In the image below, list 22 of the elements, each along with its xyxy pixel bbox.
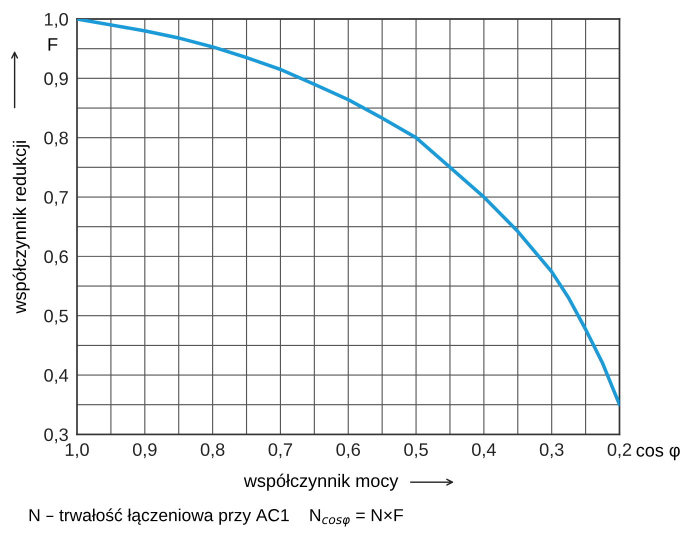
text: N – trwałość łączeniowa przy AC1 N$_{cosφ}$ = N×F xyxy=(30,508,403,527)
x-tick-label: 0,3 xyxy=(540,443,564,458)
y-axis-title: współczynnik redukcji xyxy=(12,141,30,314)
x-tick-label: 0,4 xyxy=(472,443,496,458)
x-tick-label: 1,0 xyxy=(66,443,89,458)
y-tick-label: 0,7 xyxy=(44,190,68,206)
x-tick-label: 0,2 xyxy=(608,443,632,458)
y-tick-label: 0,5 xyxy=(44,310,68,325)
x-tick-label: 0,6 xyxy=(336,443,360,458)
y-tick-label: 0,6 xyxy=(44,250,68,266)
x-tick-label: 0,7 xyxy=(268,443,292,458)
x-tick-label: 0,9 xyxy=(132,443,157,458)
y-tick-label: 0,8 xyxy=(44,132,68,147)
x-tick-label: 0,5 xyxy=(404,443,428,458)
x-tick-label: 0,8 xyxy=(200,443,224,458)
y-tick-label: 0,9 xyxy=(44,72,68,88)
text: cos φ xyxy=(636,446,680,460)
y-tick-label: 0,4 xyxy=(44,368,68,384)
text: F xyxy=(48,38,58,51)
x-axis-title: współczynnik mocy xyxy=(244,474,398,491)
y-tick-label: 1,0 xyxy=(44,12,68,28)
y-tick-label: 0,3 xyxy=(44,428,68,444)
